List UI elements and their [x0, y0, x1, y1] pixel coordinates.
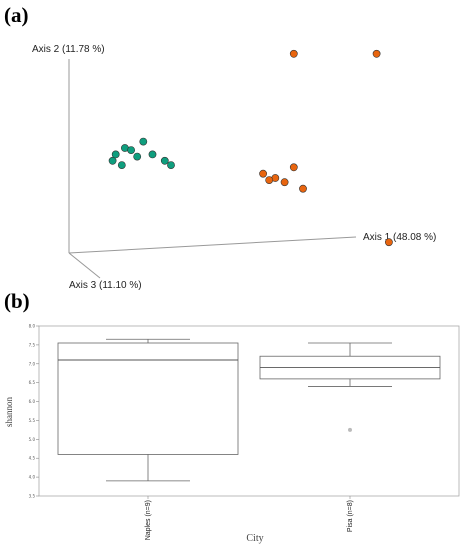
outlier-point	[348, 427, 352, 432]
x-axis-title: City	[246, 533, 263, 544]
box	[57, 342, 239, 455]
scatter-point	[280, 178, 289, 187]
boxplot-panel: (b) shannon City 3.5 4.0 4.5 5.0 5.5 6.0 6.5 7.…	[4, 289, 460, 544]
y-axis-title: shannon	[4, 397, 14, 427]
axis-1-line	[68, 236, 357, 254]
y-tick-label: 3.5	[29, 494, 36, 499]
scatter-point	[148, 150, 157, 159]
y-axis-ticks: 3.5 4.0 4.5 5.0 5.5 6.0 6.5 7.0 7.5 8.0	[29, 324, 39, 499]
category-labels: Naples (n=9) Pisa (n=8)	[145, 496, 354, 540]
y-tick-label: 5.0	[29, 437, 36, 442]
scatter-point	[160, 156, 169, 165]
category-label: Naples (n=9)	[145, 500, 152, 540]
scatter-points	[108, 49, 393, 247]
pcoa-panel: (a) Axis 2 (11.78 %) Axis 1 (48.08 %) Ax…	[4, 3, 436, 291]
category-label: Pisa (n=8)	[347, 500, 354, 532]
scatter-point	[167, 161, 175, 169]
scatter-point	[139, 137, 148, 146]
y-tick-label: 7.5	[29, 342, 36, 347]
boxes	[57, 338, 441, 482]
scatter-point	[111, 150, 120, 159]
y-tick-label: 6.5	[29, 380, 36, 385]
scatter-point	[289, 163, 298, 172]
scatter-point	[299, 184, 307, 193]
y-tick-label: 5.5	[29, 418, 36, 423]
scatter-point	[108, 156, 117, 165]
panel-a-label: (a)	[4, 3, 29, 27]
scatter-point	[372, 49, 381, 58]
scatter-point	[117, 161, 126, 169]
scatter-point	[384, 238, 393, 247]
plot-frame	[38, 325, 460, 497]
scatter-point	[289, 49, 298, 58]
axis-3-line	[68, 252, 101, 279]
y-tick-label: 7.0	[29, 361, 36, 366]
y-tick-label: 4.0	[29, 475, 36, 480]
scatter-point	[133, 152, 142, 161]
panel-b-label: (b)	[4, 289, 30, 313]
scatter-point	[259, 169, 267, 178]
scatter-point	[127, 146, 136, 154]
box-group	[259, 342, 441, 432]
y-tick-label: 8.0	[29, 324, 36, 329]
axis-1-label: Axis 1 (48.08 %)	[363, 232, 436, 243]
y-tick-label: 6.0	[29, 399, 36, 404]
axis-2-label: Axis 2 (11.78 %)	[32, 44, 105, 55]
box-group	[57, 338, 239, 482]
scatter-point	[265, 176, 274, 184]
y-tick-label: 4.5	[29, 456, 36, 461]
axis-3-label: Axis 3 (11.10 %)	[69, 280, 142, 291]
